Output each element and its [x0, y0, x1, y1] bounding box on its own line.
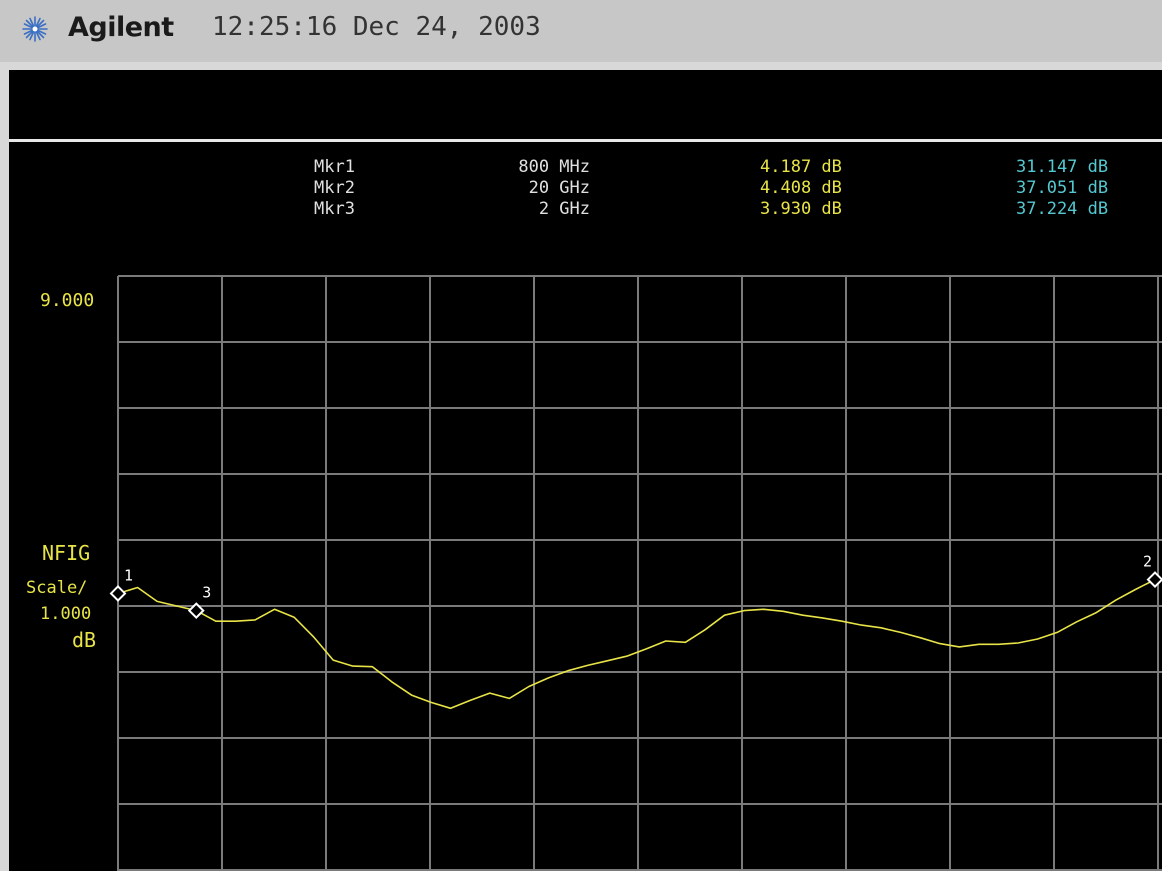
scale-unit: dB — [72, 628, 97, 652]
marker-frequency: 2 GHz — [538, 199, 590, 219]
marker-noise-figure: 4.408 dB — [760, 178, 842, 198]
agilent-spark-icon — [22, 16, 48, 42]
marker-diamond — [109, 585, 127, 602]
frame-divider — [0, 62, 1162, 70]
marker-number: 1 — [124, 566, 133, 584]
marker-diamond — [187, 602, 205, 620]
marker-noise-figure: 3.930 dB — [760, 199, 842, 219]
marker-label: Mkr3 — [314, 199, 355, 219]
timestamp: 12:25:16 Dec 24, 2003 — [212, 12, 541, 42]
noise-figure-trace — [117, 578, 1156, 710]
scale-value: 1.000 — [40, 604, 92, 624]
separator-line — [9, 139, 1162, 142]
y-axis-top-value: 9.000 — [40, 290, 95, 311]
marker-gain: 31.147 dB — [1016, 157, 1109, 177]
message-bar — [9, 70, 1162, 139]
marker-label: Mkr2 — [314, 178, 355, 198]
scale-label: Scale/ — [26, 578, 88, 598]
marker-number: 3 — [202, 584, 211, 602]
marker-gain: 37.051 dB — [1016, 178, 1109, 198]
marker-noise-figure: 4.187 dB — [760, 157, 842, 177]
marker-frequency: 20 GHz — [528, 178, 590, 198]
left-frame — [0, 62, 9, 871]
display-area — [9, 142, 1162, 871]
brand-name: Agilent — [68, 12, 174, 43]
marker-number: 2 — [1143, 553, 1152, 571]
title-bar: Agilent 12:25:16 Dec 24, 2003 — [0, 0, 1162, 62]
marker-label: Mkr1 — [314, 157, 355, 177]
marker-diamond — [1146, 571, 1162, 589]
marker-gain: 37.224 dB — [1016, 199, 1109, 219]
measurement-label: NFIG — [42, 541, 91, 565]
marker-frequency: 800 MHz — [518, 157, 590, 177]
